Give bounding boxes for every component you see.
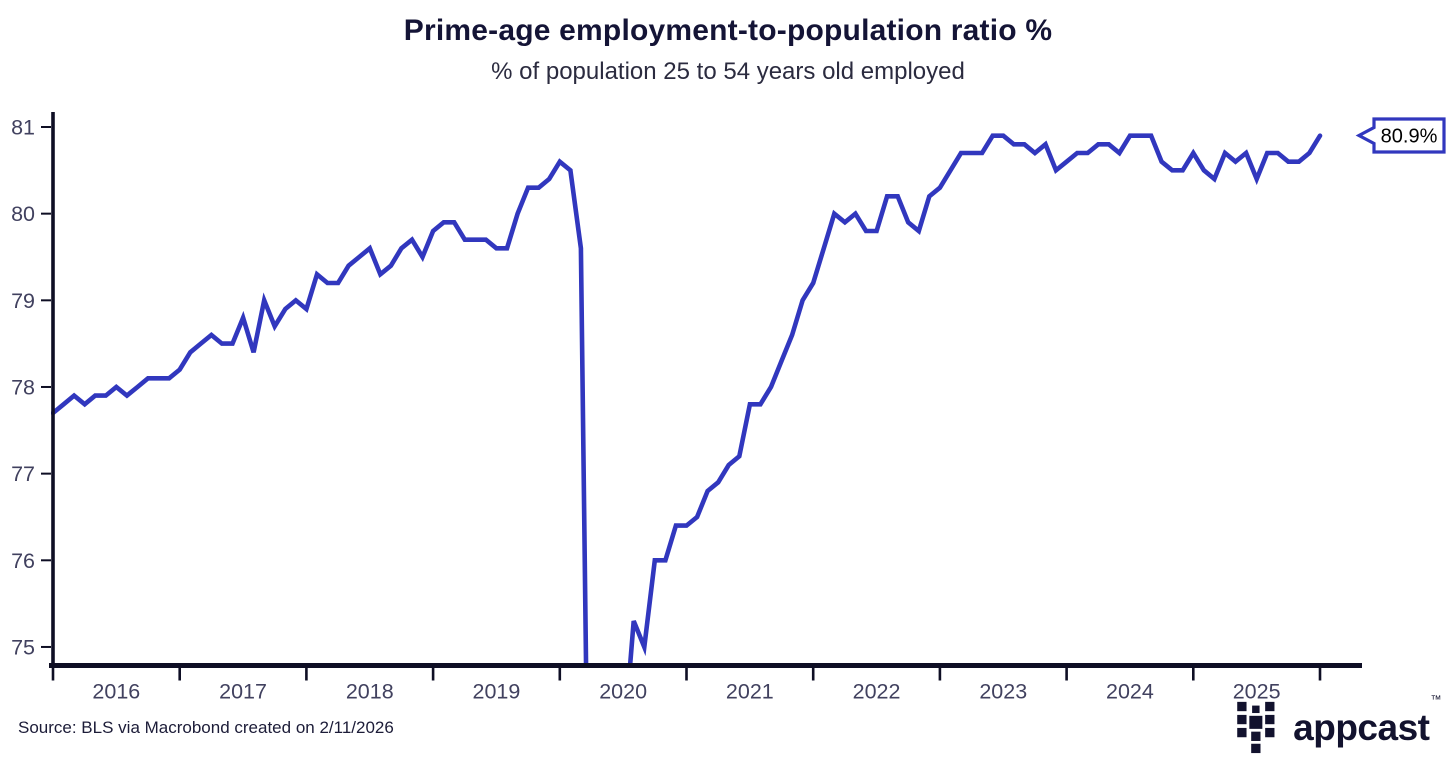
x-tick-label: 2019 [473, 680, 521, 704]
y-tick-label: 79 [11, 289, 35, 313]
y-axis-tick-labels: 75 76 77 78 79 80 81 [11, 116, 35, 660]
last-value-callout: 80.9% [1355, 117, 1446, 154]
x-tick-label: 2018 [346, 680, 394, 704]
callout-bubble-shape [1355, 117, 1446, 154]
series-polyline [51, 133, 1323, 665]
y-tick-label: 80 [11, 202, 35, 226]
trademark-symbol: ™ [1430, 693, 1442, 706]
x-tick-label: 2017 [219, 680, 267, 704]
y-tick-label: 81 [11, 116, 35, 140]
axes [41, 112, 1362, 681]
x-tick-label: 2016 [92, 680, 140, 704]
x-tick-label: 2022 [853, 680, 901, 704]
x-tick-label: 2024 [1106, 680, 1154, 704]
x-axis-tick-labels: 2016 2017 2018 2019 2020 2021 2022 2023 2024 2025 [92, 680, 1280, 704]
x-tick-label: 2020 [599, 680, 647, 704]
appcast-logo-text: appcast™ [1293, 693, 1441, 748]
x-tick-label: 2023 [979, 680, 1027, 704]
y-tick-label: 75 [11, 635, 35, 659]
chart-title: Prime-age employment-to-population ratio… [403, 14, 1053, 47]
appcast-logo-icon [1237, 701, 1275, 754]
y-tick-label: 77 [11, 462, 35, 486]
data-line [51, 133, 1323, 665]
x-tick-label: 2025 [1233, 680, 1281, 704]
y-tick-label: 78 [11, 375, 35, 399]
y-tick-label: 76 [11, 549, 35, 573]
source-note: Source: BLS via Macrobond created on 2/1… [18, 718, 394, 737]
chart-subtitle: % of population 25 to 54 years old emplo… [491, 58, 965, 85]
callout-value-label: 80.9% [1381, 126, 1438, 148]
x-tick-label: 2021 [726, 680, 774, 704]
appcast-logo: appcast™ [1237, 693, 1441, 754]
